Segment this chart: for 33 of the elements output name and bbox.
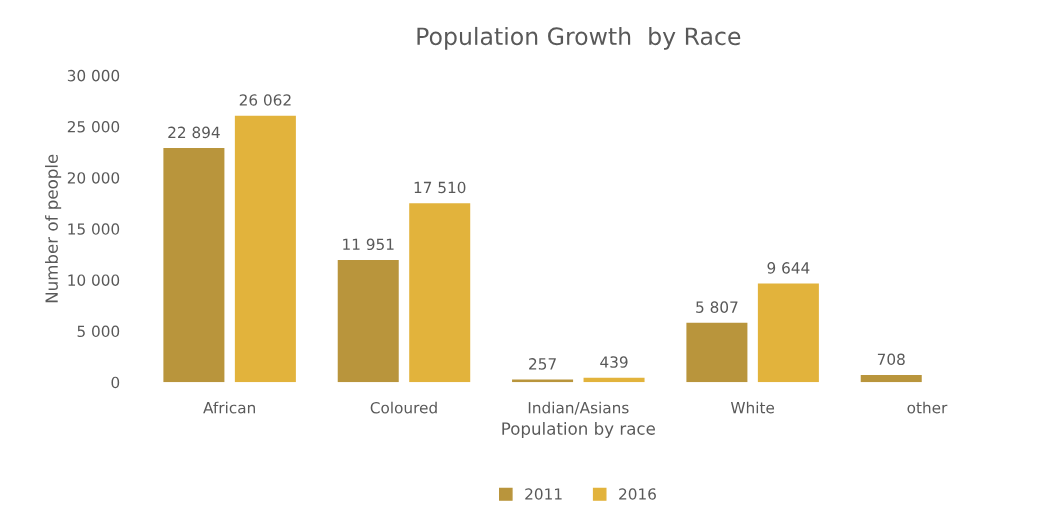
data-label: 26 062 [239, 94, 291, 106]
y-tick-label: 15 000 [68, 223, 120, 235]
data-label: 257 [529, 358, 556, 370]
y-tick-label: 20 000 [67, 172, 120, 184]
legend-label: 2016 [619, 488, 656, 500]
y-tick-label: 10 000 [68, 274, 120, 286]
x-tick-label: African [203, 401, 255, 414]
data-label: 5 807 [696, 301, 738, 313]
y-tick-label: 25 000 [67, 121, 120, 133]
bar [163, 148, 225, 383]
y-axis-title: Number of people [45, 154, 62, 303]
bar [686, 322, 748, 383]
data-label: 11 951 [343, 238, 394, 251]
x-axis-title: Population by race [502, 421, 655, 439]
chart-title: Population Growth by Race [417, 26, 741, 50]
data-label: 17 510 [414, 181, 466, 194]
x-tick-label: White [730, 401, 775, 414]
x-tick-label: Coloured [370, 401, 437, 414]
bar [409, 203, 471, 383]
x-tick-label: other [907, 401, 948, 414]
bar [757, 283, 819, 383]
y-tick-label: 0 [111, 376, 120, 389]
bar [337, 259, 399, 383]
y-tick-label: 5 000 [77, 325, 120, 338]
x-tick-label: Indian/Asians [528, 401, 629, 415]
bar [860, 374, 922, 383]
y-tick-label: 30 000 [67, 69, 120, 82]
data-label: 439 [600, 356, 628, 368]
data-label: 22 894 [168, 126, 220, 139]
data-label: 708 [877, 353, 905, 366]
legend-label: 2011 [525, 488, 562, 500]
data-label: 9 644 [767, 262, 810, 274]
bar [234, 115, 296, 383]
